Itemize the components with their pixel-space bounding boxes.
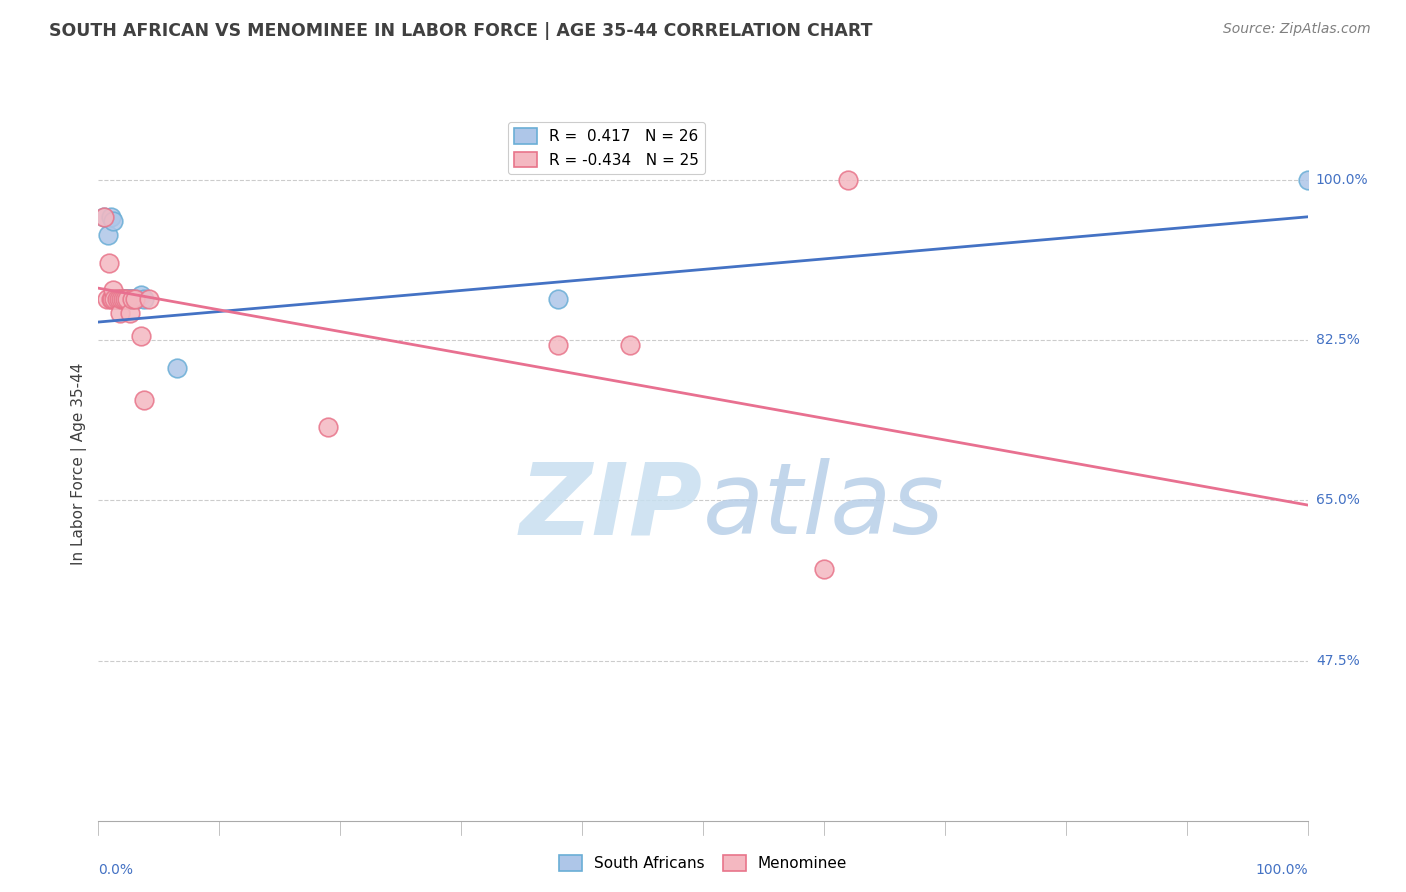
Point (108, 292, 131, 306)
Text: 65.0%: 65.0% (1316, 493, 1360, 508)
Point (118, 292, 141, 306)
Text: 82.5%: 82.5% (1316, 334, 1360, 347)
Point (134, 392, 156, 407)
Point (93, 210, 115, 224)
Point (105, 292, 128, 306)
Point (103, 292, 125, 306)
Point (112, 292, 135, 306)
Legend: South Africans, Menominee: South Africans, Menominee (553, 849, 853, 877)
Point (110, 292, 132, 306)
Y-axis label: In Labor Force | Age 35-44: In Labor Force | Age 35-44 (72, 363, 87, 565)
Point (121, 292, 143, 306)
Point (138, 292, 160, 306)
Point (111, 292, 134, 306)
Text: ZIP: ZIP (520, 458, 703, 555)
Point (118, 306, 141, 320)
Text: Source: ZipAtlas.com: Source: ZipAtlas.com (1223, 22, 1371, 37)
Point (120, 292, 142, 306)
Point (100, 292, 122, 306)
Point (124, 292, 146, 306)
Text: 0.0%: 0.0% (98, 863, 134, 878)
Point (837, 173, 859, 187)
Point (111, 292, 134, 306)
Point (98, 255, 121, 269)
Point (121, 292, 143, 306)
Point (129, 287, 152, 301)
Point (619, 338, 641, 352)
Point (316, 420, 339, 434)
Point (134, 292, 156, 306)
Point (1296, 173, 1319, 187)
Point (96, 292, 118, 306)
Point (108, 292, 131, 306)
Point (547, 338, 569, 352)
Text: atlas: atlas (703, 458, 945, 555)
Point (114, 292, 136, 306)
Text: 47.5%: 47.5% (1316, 654, 1360, 667)
Point (101, 283, 124, 297)
Text: 100.0%: 100.0% (1316, 173, 1368, 187)
Point (117, 292, 139, 306)
Text: 100.0%: 100.0% (1256, 863, 1308, 878)
Point (110, 292, 132, 306)
Point (114, 292, 136, 306)
Point (103, 292, 125, 306)
Point (813, 562, 835, 576)
Point (117, 292, 139, 306)
Point (129, 328, 152, 343)
Point (107, 292, 129, 306)
Point (100, 292, 122, 306)
Point (108, 292, 131, 306)
Point (127, 292, 149, 306)
Point (93, 210, 115, 224)
Point (101, 214, 124, 228)
Point (100, 210, 122, 224)
Point (97, 228, 120, 243)
Point (166, 360, 188, 375)
Point (115, 292, 138, 306)
Text: SOUTH AFRICAN VS MENOMINEE IN LABOR FORCE | AGE 35-44 CORRELATION CHART: SOUTH AFRICAN VS MENOMINEE IN LABOR FORC… (49, 22, 873, 40)
Point (118, 292, 141, 306)
Point (105, 292, 128, 306)
Point (547, 292, 569, 306)
Point (124, 292, 146, 306)
Point (108, 306, 131, 320)
